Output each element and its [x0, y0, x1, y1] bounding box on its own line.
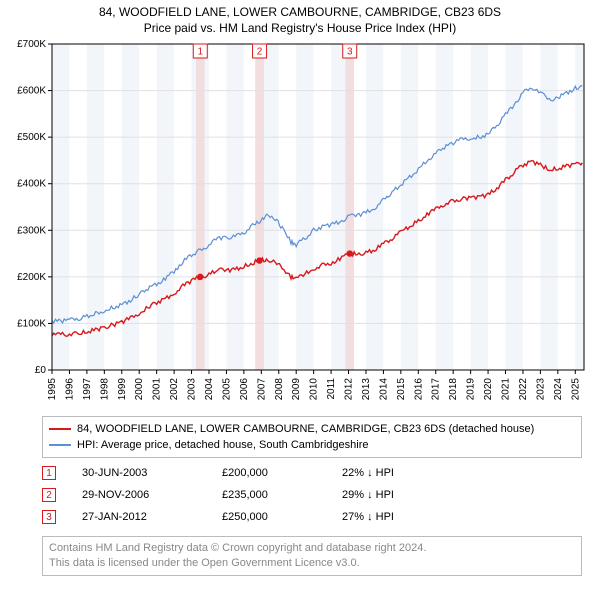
svg-text:2011: 2011	[326, 378, 337, 400]
svg-text:2006: 2006	[239, 378, 250, 401]
svg-text:2000: 2000	[134, 378, 145, 401]
svg-text:£500K: £500K	[17, 132, 46, 143]
chart: £0 £100K £200K £300K £400K £500K £600K £700K 199…	[0, 40, 600, 410]
legend-swatch-hpi	[49, 444, 71, 446]
chart-title: 84, WOODFIELD LANE, LOWER CAMBOURNE, CAM…	[0, 0, 600, 36]
marker-date-1: 30-JUN-2003	[82, 467, 222, 479]
svg-text:2: 2	[257, 46, 263, 57]
svg-text:1995: 1995	[47, 378, 58, 401]
svg-text:1999: 1999	[117, 378, 128, 401]
svg-text:2019: 2019	[466, 378, 477, 401]
svg-text:2015: 2015	[396, 378, 407, 401]
svg-text:£100K: £100K	[17, 318, 46, 329]
svg-text:2002: 2002	[169, 378, 180, 401]
svg-text:2025: 2025	[570, 378, 581, 401]
svg-text:£400K: £400K	[17, 179, 46, 190]
svg-text:2007: 2007	[256, 378, 267, 401]
svg-text:2004: 2004	[204, 378, 215, 401]
marker-price-1: £200,000	[222, 467, 342, 479]
svg-text:2022: 2022	[518, 378, 529, 401]
svg-text:£200K: £200K	[17, 272, 46, 283]
svg-text:2001: 2001	[152, 378, 163, 401]
marker-badge-2: 2	[42, 488, 56, 502]
marker-row-3: 3 27-JAN-2012 £250,000 27% ↓ HPI	[42, 506, 582, 528]
legend-row-property: 84, WOODFIELD LANE, LOWER CAMBOURNE, CAM…	[49, 421, 575, 437]
svg-text:2024: 2024	[553, 378, 564, 401]
marker-diff-1: 22% ↓ HPI	[342, 467, 394, 479]
svg-text:2009: 2009	[291, 378, 302, 401]
svg-text:2017: 2017	[431, 378, 442, 401]
svg-text:2021: 2021	[501, 378, 512, 401]
svg-text:£0: £0	[35, 365, 47, 376]
svg-text:2003: 2003	[187, 378, 198, 401]
svg-text:1: 1	[197, 46, 203, 57]
marker-diff-2: 29% ↓ HPI	[342, 489, 394, 501]
page: { "title": { "line1": "84, WOODFIELD LAN…	[0, 0, 600, 590]
svg-text:2014: 2014	[378, 378, 389, 401]
marker-badge-1: 1	[42, 466, 56, 480]
svg-text:£300K: £300K	[17, 225, 46, 236]
marker-diff-3: 27% ↓ HPI	[342, 511, 394, 523]
svg-text:2008: 2008	[274, 378, 285, 401]
svg-text:£600K: £600K	[17, 86, 46, 97]
markers-table: 1 30-JUN-2003 £200,000 22% ↓ HPI 2 29-NO…	[42, 462, 582, 528]
svg-text:2010: 2010	[309, 378, 320, 401]
title-line2: Price paid vs. HM Land Registry's House …	[0, 20, 600, 36]
svg-text:2012: 2012	[344, 378, 355, 401]
marker-price-3: £250,000	[222, 511, 342, 523]
marker-date-2: 29-NOV-2006	[82, 489, 222, 501]
svg-text:2023: 2023	[535, 378, 546, 401]
svg-text:1997: 1997	[82, 378, 93, 401]
svg-text:2020: 2020	[483, 378, 494, 401]
legend-row-hpi: HPI: Average price, detached house, Sout…	[49, 437, 575, 453]
footer-line2: This data is licensed under the Open Gov…	[49, 556, 575, 571]
svg-text:2005: 2005	[221, 378, 232, 401]
svg-text:2016: 2016	[413, 378, 424, 401]
legend-label-property: 84, WOODFIELD LANE, LOWER CAMBOURNE, CAM…	[77, 423, 534, 435]
svg-text:1998: 1998	[99, 378, 110, 401]
marker-date-3: 27-JAN-2012	[82, 511, 222, 523]
svg-text:£700K: £700K	[17, 40, 46, 50]
legend-swatch-property	[49, 428, 71, 430]
marker-badge-3: 3	[42, 510, 56, 524]
svg-text:2013: 2013	[361, 378, 372, 401]
title-line1: 84, WOODFIELD LANE, LOWER CAMBOURNE, CAM…	[0, 4, 600, 20]
marker-price-2: £235,000	[222, 489, 342, 501]
marker-row-2: 2 29-NOV-2006 £235,000 29% ↓ HPI	[42, 484, 582, 506]
footer-line1: Contains HM Land Registry data © Crown c…	[49, 541, 575, 556]
marker-row-1: 1 30-JUN-2003 £200,000 22% ↓ HPI	[42, 462, 582, 484]
chart-svg: £0 £100K £200K £300K £400K £500K £600K £700K 199…	[0, 40, 600, 410]
svg-text:2018: 2018	[448, 378, 459, 401]
legend: 84, WOODFIELD LANE, LOWER CAMBOURNE, CAM…	[42, 416, 582, 458]
svg-text:3: 3	[347, 46, 353, 57]
legend-label-hpi: HPI: Average price, detached house, Sout…	[77, 439, 368, 451]
svg-text:1996: 1996	[64, 378, 75, 401]
footer-attribution: Contains HM Land Registry data © Crown c…	[42, 536, 582, 576]
